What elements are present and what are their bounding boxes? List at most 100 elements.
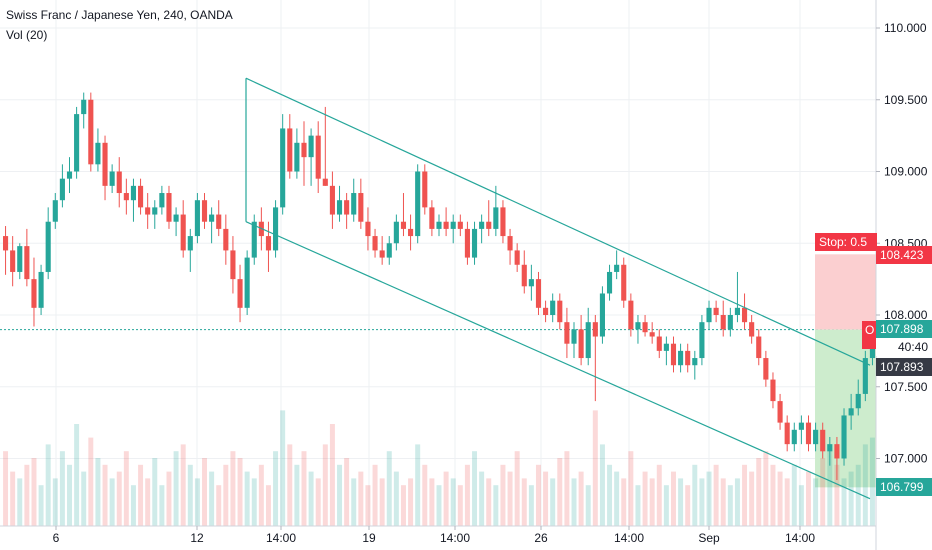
candle-body <box>727 315 733 330</box>
volume-bar <box>322 444 328 526</box>
candle-body <box>479 221 485 229</box>
candle-body <box>571 329 577 344</box>
stop-label-tag[interactable]: Stop: 0.5 <box>815 233 877 251</box>
volume-bar <box>358 471 364 526</box>
volume-bar <box>223 464 229 526</box>
volume-bar <box>415 444 421 526</box>
volume-bar <box>528 485 534 526</box>
candle-body <box>550 300 556 315</box>
volume-bar <box>699 478 705 526</box>
candle-body <box>528 279 534 287</box>
price-tick-label: 109.000 <box>884 165 928 179</box>
candle-body <box>422 171 428 208</box>
candle-body <box>486 221 492 229</box>
candle-body <box>756 336 762 359</box>
volume-bar <box>109 478 115 526</box>
volume-bar <box>251 478 257 526</box>
price-tick-label: 107.000 <box>884 452 928 466</box>
candle-body <box>464 228 470 258</box>
time-axis: 6 12 14:00 19 14:00 26 14:00 Sep 14:00 <box>0 525 876 545</box>
candle-body <box>649 332 655 337</box>
channel-drawing <box>245 77 871 500</box>
candle-body <box>621 264 627 301</box>
time-tick-label: 12 <box>190 531 204 545</box>
time-tick-label: 14:00 <box>266 531 296 545</box>
volume-bar <box>187 464 193 526</box>
volume-bar <box>159 485 165 526</box>
time-tick-label: 19 <box>362 531 376 545</box>
price-axis: 110.000109.500109.000108.500108.000107.5… <box>875 0 928 550</box>
candle-body <box>699 322 705 359</box>
volume-bars <box>3 410 875 526</box>
volume-bar <box>194 478 200 526</box>
position-marker[interactable]: O <box>862 321 878 349</box>
volume-bar <box>237 458 243 526</box>
candle-body <box>415 171 421 237</box>
volume-bar <box>493 485 499 526</box>
candle-body <box>173 214 179 222</box>
candle-body <box>791 429 797 445</box>
candle-body <box>557 300 563 323</box>
candle-body <box>720 315 726 330</box>
volume-bar <box>848 471 854 526</box>
volume-bar <box>123 451 129 526</box>
volume-bar <box>543 471 549 526</box>
candle-body <box>862 358 868 394</box>
candle-body <box>535 279 542 308</box>
volume-bar <box>230 451 236 526</box>
volume-bar <box>422 464 428 526</box>
volume-bar <box>841 478 847 526</box>
price-tick-label: 110.000 <box>884 21 927 35</box>
candle-body <box>301 142 307 158</box>
volume-bar <box>152 458 158 526</box>
previous-price-tag: 107.893 <box>876 358 932 376</box>
volume-bar <box>17 478 23 526</box>
candle-body <box>223 228 229 251</box>
candle-body <box>386 243 392 258</box>
candle-body <box>145 207 151 215</box>
time-tick-label: 14:00 <box>440 531 470 545</box>
price-tick-label: 107.500 <box>884 380 928 394</box>
volume-indicator-label[interactable]: Vol (20) <box>6 28 48 42</box>
volume-bar <box>209 471 215 526</box>
candle-body <box>38 271 44 308</box>
candle-body <box>24 246 30 280</box>
candle-body <box>166 193 172 222</box>
candle-body <box>741 307 748 323</box>
volume-bar <box>834 464 840 526</box>
volume-bar <box>59 451 65 526</box>
volume-bar <box>791 464 797 526</box>
candle-body <box>635 322 641 330</box>
candle-body <box>564 322 570 344</box>
candle-body <box>230 250 236 280</box>
volume-bar <box>784 478 790 526</box>
volume-bar <box>166 471 172 526</box>
stop-loss-zone <box>815 254 876 330</box>
candle-body <box>187 236 193 251</box>
volume-bar <box>436 485 442 526</box>
candle-body <box>152 207 158 215</box>
volume-bar <box>429 478 435 526</box>
candle-body <box>642 322 648 333</box>
candle-body <box>372 236 378 251</box>
candle-body <box>763 358 769 380</box>
time-tick-label: Sep <box>698 531 720 545</box>
candle-body <box>45 221 51 272</box>
candle-body <box>706 307 712 323</box>
candle-body <box>74 114 80 172</box>
price-tick-label: 109.500 <box>884 93 928 107</box>
candle-body <box>663 343 669 351</box>
volume-bar <box>450 478 456 526</box>
volume-bar <box>315 478 321 526</box>
volume-bar <box>599 444 605 526</box>
candle-body <box>180 214 186 251</box>
volume-bar <box>74 424 80 526</box>
stop-price-tag: 108.423 <box>876 246 932 264</box>
volume-bar <box>329 424 335 526</box>
candle-body <box>95 142 101 165</box>
volume-bar <box>138 464 144 526</box>
volume-bar <box>656 464 662 526</box>
volume-bar <box>31 458 37 526</box>
volume-bar <box>720 478 726 526</box>
